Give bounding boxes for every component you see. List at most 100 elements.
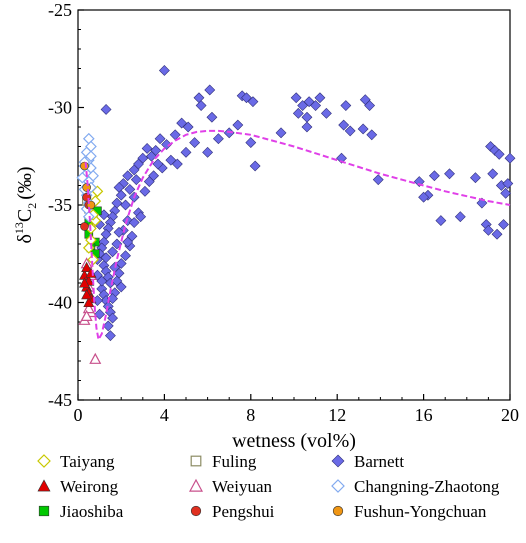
point-barnett bbox=[275, 127, 287, 139]
point-weirong bbox=[81, 289, 93, 300]
point-barnett bbox=[338, 119, 350, 131]
point-barnett bbox=[502, 178, 514, 189]
legend-marker-jiaoshiba bbox=[38, 505, 50, 517]
legend-label-fuling: Fuling bbox=[212, 452, 257, 471]
fit-curve bbox=[84, 129, 511, 343]
point-barnett bbox=[193, 92, 205, 104]
point-barnett bbox=[139, 185, 151, 197]
point-changning-zhaotong bbox=[76, 171, 89, 184]
x-tick-label: 12 bbox=[328, 405, 346, 425]
point-barnett bbox=[290, 92, 302, 104]
point-barnett bbox=[204, 84, 216, 96]
plot-frame bbox=[77, 9, 511, 401]
legend-label-weirong: Weirong bbox=[60, 477, 119, 496]
point-barnett bbox=[189, 137, 201, 149]
point-barnett bbox=[128, 217, 140, 228]
point-barnett bbox=[122, 236, 134, 248]
y-tick-label: -25 bbox=[48, 0, 72, 20]
point-barnett bbox=[249, 160, 261, 172]
legend-label-taiyang: Taiyang bbox=[60, 452, 115, 471]
legend-marker-changning-zhaotong bbox=[331, 479, 345, 493]
y-tick-label: -45 bbox=[48, 390, 72, 410]
point-weiyuan bbox=[80, 309, 93, 321]
point-barnett bbox=[115, 281, 127, 293]
point-barnett bbox=[152, 158, 164, 170]
point-barnett bbox=[314, 92, 326, 104]
legend-label-pengshui: Pengshui bbox=[212, 502, 275, 521]
x-tick-label: 0 bbox=[74, 405, 83, 425]
y-tick-label: -35 bbox=[48, 195, 72, 215]
point-changning-zhaotong bbox=[85, 150, 97, 163]
point-barnett bbox=[500, 187, 512, 199]
x-tick-label: 16 bbox=[415, 405, 433, 425]
point-barnett bbox=[122, 170, 134, 182]
legend: Taiyang Fuling Barnett Weirong Weiyuan Changn… bbox=[37, 452, 500, 521]
point-barnett bbox=[504, 152, 516, 164]
point-weirong bbox=[83, 296, 95, 308]
point-pengshui bbox=[80, 222, 89, 231]
legend-label-barnett: Barnett bbox=[354, 452, 404, 471]
point-barnett bbox=[320, 107, 332, 119]
point-barnett bbox=[124, 183, 136, 195]
point-barnett bbox=[171, 158, 183, 170]
y-label-delta: δ bbox=[14, 234, 36, 243]
point-barnett bbox=[115, 189, 127, 201]
point-barnett bbox=[212, 133, 224, 145]
x-tick-label: 4 bbox=[160, 405, 169, 425]
point-barnett bbox=[161, 139, 172, 150]
legend-marker-fushun-yongchuan bbox=[332, 505, 344, 517]
point-barnett bbox=[493, 148, 505, 160]
point-barnett bbox=[340, 100, 352, 111]
x-tick-label: 20 bbox=[501, 405, 519, 425]
point-barnett bbox=[107, 293, 118, 305]
point-barnett bbox=[366, 129, 378, 141]
point-barnett bbox=[482, 224, 494, 236]
point-barnett bbox=[154, 133, 166, 145]
point-weirong bbox=[78, 277, 90, 288]
point-barnett bbox=[135, 211, 147, 223]
point-barnett bbox=[444, 168, 455, 180]
point-barnett bbox=[176, 117, 188, 129]
y-label-unit: (‰) bbox=[14, 166, 36, 199]
point-barnett bbox=[428, 170, 440, 182]
axis-ticks: 0 4 8 12 16 20 -25 -30 -35 -40 -45 bbox=[48, 0, 519, 425]
point-barnett bbox=[120, 250, 131, 262]
y-tick-label: -40 bbox=[48, 293, 72, 313]
point-barnett bbox=[310, 100, 322, 111]
legend-marker-fuling bbox=[190, 455, 202, 467]
data-points bbox=[76, 65, 516, 364]
point-barnett bbox=[418, 191, 430, 203]
point-barnett bbox=[182, 121, 194, 133]
legend-marker-taiyang bbox=[37, 454, 51, 468]
point-barnett bbox=[470, 172, 481, 184]
fit-curve-layer bbox=[84, 129, 511, 343]
point-barnett bbox=[113, 226, 125, 238]
point-barnett bbox=[301, 121, 313, 133]
point-barnett bbox=[247, 96, 259, 108]
point-weiyuan bbox=[82, 302, 95, 314]
x-tick-label: 8 bbox=[246, 405, 255, 425]
point-barnett bbox=[104, 330, 116, 342]
y-label-sup: 13 bbox=[12, 222, 26, 234]
legend-marker-weirong bbox=[37, 479, 51, 492]
point-barnett bbox=[195, 100, 207, 111]
legend-label-weiyuan: Weiyuan bbox=[212, 477, 272, 496]
y-label-sub: 2 bbox=[25, 203, 39, 209]
point-barnett bbox=[107, 246, 118, 258]
point-barnett bbox=[344, 125, 356, 137]
x-axis-label: wetness (vol%) bbox=[232, 430, 356, 452]
legend-label-changning-zhaotong: Changning-Zhaotong bbox=[354, 477, 500, 496]
point-fushun-yongchuan bbox=[80, 161, 89, 171]
legend-marker-barnett bbox=[331, 454, 345, 468]
point-barnett bbox=[158, 65, 170, 76]
point-barnett bbox=[357, 123, 369, 135]
point-barnett bbox=[180, 146, 192, 158]
legend-label-fushun-yongchuan: Fushun-Yongchuan bbox=[354, 502, 487, 521]
y-label-c: C bbox=[14, 209, 36, 222]
legend-marker-weiyuan bbox=[188, 478, 204, 492]
legend-marker-pengshui bbox=[190, 505, 202, 517]
point-barnett bbox=[364, 100, 376, 111]
point-barnett bbox=[141, 143, 153, 154]
point-barnett bbox=[435, 215, 447, 227]
